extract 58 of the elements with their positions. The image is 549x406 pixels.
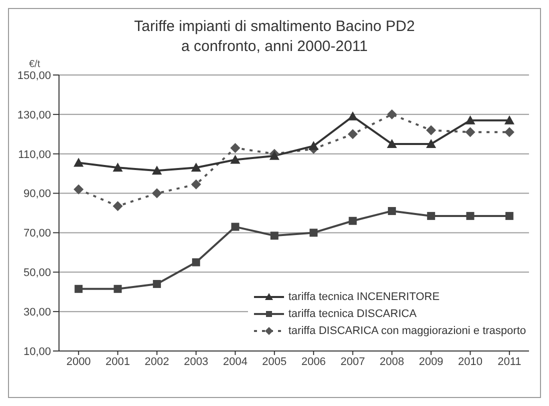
point [308,140,319,150]
legend-label: tariffa DISCARICA con maggiorazioni e trasporto [288,324,526,336]
x-tick-label: 2006 [301,356,326,368]
x-tick-label: 2005 [262,356,287,368]
x-tick-label: 2003 [184,356,208,368]
y-tick-label: 10,00 [23,346,51,358]
y-axis-title: €/t [29,59,40,70]
point [388,207,396,216]
point [504,115,514,124]
y-tick-label: 130,00 [17,109,51,122]
x-tick-label: 2000 [66,356,91,368]
point [152,166,162,175]
point [230,154,240,164]
point [426,139,436,148]
point [74,158,84,167]
y-tick-label: 110,00 [18,148,51,161]
legend-label: tariffa tecnica INCENERITORE [288,290,440,302]
point [466,212,474,220]
x-tick-label: 2004 [223,356,248,368]
point [152,280,161,288]
point [505,212,514,220]
point [74,184,84,194]
point [348,129,358,140]
point [465,115,476,124]
y-tick-label: 50,00 [23,267,51,280]
y-tick-label: 90,00 [23,188,51,200]
point [231,222,240,231]
point [504,127,514,138]
point [270,232,278,240]
point [348,216,357,225]
point [348,111,358,120]
x-tick-label: 2001 [106,356,130,368]
x-tick-label: 2010 [458,356,482,368]
point [386,109,397,120]
point [114,284,122,293]
point [465,127,476,138]
y-tick-label: 30,00 [23,306,51,318]
point [427,212,436,220]
x-tick-label: 2008 [380,356,404,368]
point [112,201,123,212]
point [191,162,202,172]
point [112,162,123,172]
y-tick-label: 150,00 [17,70,51,82]
point [152,188,162,198]
point [426,125,436,136]
x-tick-label: 2011 [498,356,522,368]
x-tick-label: 2007 [340,356,365,368]
point [386,139,397,148]
point [191,179,202,190]
y-tick-label: 70,00 [23,228,51,240]
point [74,284,83,293]
point [310,228,318,237]
x-tick-label: 2009 [418,356,444,368]
point [192,258,200,266]
legend-label: tariffa tecnica DISCARICA [288,308,417,320]
point [230,142,240,153]
chart-title: Tariffe impianti di smaltimento Bacino PD2 a confronto, anni 2000-2011 [133,17,416,57]
x-tick-label: 2002 [144,356,170,368]
